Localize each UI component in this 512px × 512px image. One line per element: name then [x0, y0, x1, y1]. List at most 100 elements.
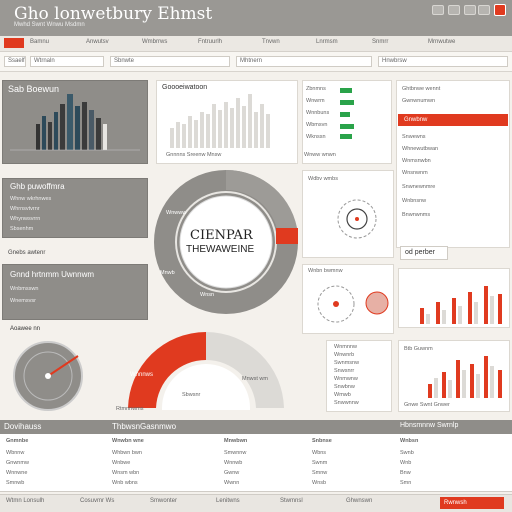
gauge-widget	[13, 341, 83, 411]
status-action-button[interactable]: Rwnwsh	[440, 497, 504, 509]
table-right-title: Hbnsmnnw Swrnlp	[400, 422, 459, 429]
status-row: Zbnmns	[306, 86, 326, 92]
toolbar-item[interactable]: Lnrmsm	[316, 39, 338, 45]
table-col-header[interactable]: Wnwbn wne	[112, 438, 144, 444]
status-bar	[0, 494, 512, 512]
right-row: Snwewns	[402, 134, 426, 140]
right-row: Wnbnsnw	[402, 198, 427, 204]
sales-bar-chart	[10, 94, 140, 151]
filter-field[interactable]: Wtrnaln	[30, 56, 104, 67]
donut-center-line1: CIENPAR	[190, 228, 253, 243]
right-select-box[interactable]: od perber	[400, 246, 448, 260]
legend-item: Wnwnrb	[334, 352, 355, 358]
table-col-header[interactable]: Snbnse	[312, 438, 332, 444]
half-gauge-footer: Rtmnnwms	[116, 406, 144, 412]
right-row: Gwnwnumwn	[402, 98, 436, 104]
right-highlight-label: Gnwbnw	[404, 117, 428, 123]
table-cell: Wwnn	[224, 480, 240, 486]
window-icon-4[interactable]	[478, 5, 490, 15]
table-mid-title: ThbwsnGasnmwo	[112, 422, 177, 431]
table-cell: Wnsb	[312, 480, 327, 486]
table-col-header[interactable]: Wnbsn	[400, 438, 419, 444]
legend-list: Wnmnnw Wnwnrb Swnmsnw Snwsnrr Wnmwnw Snw…	[334, 344, 359, 408]
toolbar-item[interactable]: Fntruurlh	[198, 39, 223, 45]
status-item[interactable]: Ghwnswn	[346, 498, 373, 504]
toolbar-item[interactable]: Tnvwn	[262, 39, 280, 45]
mini-gauge	[337, 199, 377, 239]
mini-gauge-2	[317, 285, 355, 323]
trend-title: Goooeiwatoon	[162, 84, 208, 91]
table-cell: Wnnwb	[224, 460, 243, 466]
summary-panel	[2, 178, 148, 238]
table-cell: Wnb wbns	[112, 480, 138, 486]
right-row: Snwnewnmre	[402, 184, 436, 190]
right-row: Wnsnwnm	[402, 170, 428, 176]
right-bar-chart	[420, 286, 502, 324]
toolbar-item[interactable]: Anwutsv	[86, 39, 109, 45]
window-icon-3[interactable]	[464, 5, 476, 15]
right-row: Bnwnwnms	[402, 212, 431, 218]
toolbar-item[interactable]: Snmrr	[372, 39, 389, 45]
status-item[interactable]: Smwonter	[150, 498, 178, 504]
window-icon-1[interactable]	[432, 5, 444, 15]
status-bar-green	[340, 112, 350, 117]
table-cell: Swnm	[312, 460, 328, 466]
filter-field[interactable]: Sbnwte	[110, 56, 230, 67]
right-row: Whnewutbwan	[402, 146, 439, 152]
filter-field[interactable]: Mhtnern	[236, 56, 372, 67]
table-cell: Wbnnw	[6, 450, 25, 456]
distribution-row: Wnemsvsr	[10, 298, 36, 304]
bar-panel-title: Btb Guwnm	[404, 346, 433, 352]
mini-gauge-title: Wdbv wmbs	[308, 176, 338, 182]
table-col-header[interactable]: Gnmnbe	[6, 438, 29, 444]
table-cell: Wnnwne	[6, 470, 28, 476]
toolbar-accent-tab[interactable]	[4, 38, 24, 48]
close-button[interactable]	[494, 4, 506, 16]
title-bar	[0, 0, 512, 36]
summary-row: Whynwsvrrn	[10, 216, 41, 222]
status-row: Wnnbuns	[306, 110, 330, 116]
right-panel	[396, 80, 510, 248]
status-item[interactable]: Lenitwns	[216, 498, 240, 504]
status-bar-green	[340, 134, 352, 139]
filter-field[interactable]: Hnwbrsw	[378, 56, 508, 67]
donut-label: Wnsn	[200, 292, 215, 298]
window-icon-2[interactable]	[448, 5, 460, 15]
half-gauge-footer: Sbwsnr	[182, 392, 201, 398]
status-item[interactable]: Stwmnsl	[280, 498, 303, 504]
donut-label: Wnwww	[166, 210, 187, 216]
status-item[interactable]: Cosuvmr Ws	[80, 498, 115, 504]
half-gauge-label: Wnnnws	[130, 372, 154, 378]
toolbar-item[interactable]: Mrnwutwe	[428, 39, 456, 45]
table-col-header[interactable]: Mnwbwn	[224, 438, 248, 444]
legend-item: Wnmwnw	[334, 376, 358, 382]
status-bar-green	[340, 100, 354, 105]
sales-panel-title: Sab Boewun	[8, 84, 60, 94]
donut-chart	[154, 169, 298, 314]
distribution-panel	[2, 264, 148, 320]
table-cell: Smnwb	[6, 480, 25, 486]
status-item[interactable]: Wtmn Lonsulh	[6, 498, 45, 504]
table-header-bar	[0, 420, 512, 434]
table-cell: Gnwnmw	[6, 460, 29, 466]
filter-field[interactable]: Ssaelf	[4, 56, 26, 67]
app-subtitle: Mwhd Swnt Wnwu Msdmn	[14, 22, 85, 28]
toolbar-item[interactable]: Bamnu	[30, 39, 50, 45]
summary-row: Whnw wkrhnwes	[10, 196, 52, 202]
distribution-row: Wnbmsswn	[10, 286, 39, 292]
gauge-title: Aoawee nn	[10, 326, 41, 332]
legend-item: Snwbnw	[334, 384, 355, 390]
bar-chart	[428, 356, 502, 398]
right-highlight-row[interactable]	[398, 114, 508, 126]
summary-row: Sbsenhm	[10, 226, 34, 232]
status-row: Wbmsvn	[306, 122, 328, 128]
table-title: Dovihauss	[4, 422, 42, 431]
table-cell: Wnsm wbn	[112, 470, 140, 476]
right-row: Wnmsnwbn	[402, 158, 431, 164]
right-row: Ghtbnwe wennt	[402, 86, 441, 92]
summary-panel-title: Ghb puwoffmra	[10, 182, 65, 191]
table-cell: Smn	[400, 480, 412, 486]
toolbar-item[interactable]: Wmbrrws	[142, 39, 168, 45]
status-footer: Wnww wnwn	[304, 152, 336, 158]
half-gauge-footer: Mnwst wm	[242, 376, 268, 382]
